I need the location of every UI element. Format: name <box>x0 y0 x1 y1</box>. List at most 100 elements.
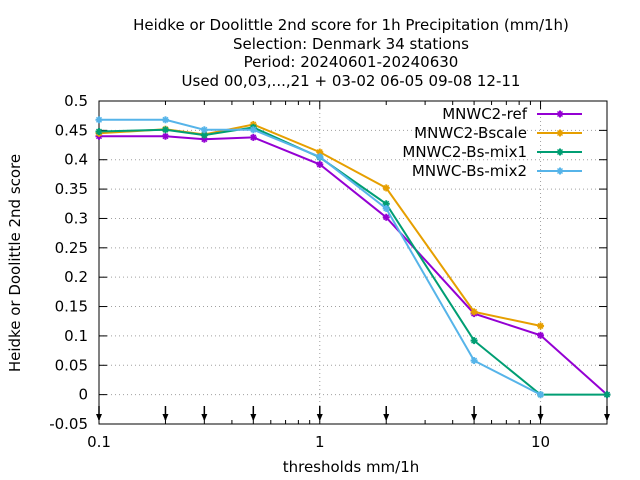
point-mark-d2 <box>95 128 103 135</box>
point-mark-d2 <box>471 337 478 344</box>
y-tick-label: 0.5 <box>64 92 88 110</box>
point-mark-d2 <box>383 184 390 191</box>
legend-swatch-marker <box>556 148 564 156</box>
point-mark-d2 <box>250 126 257 133</box>
point-mark-d2 <box>162 126 169 133</box>
y-tick-label: 0.2 <box>64 268 88 286</box>
legend-label: MNWC2-Bs-mix1 <box>402 143 527 161</box>
point-mark-d2 <box>471 357 478 364</box>
threshold-marker-arrowhead <box>250 414 257 421</box>
y-tick-label: 0.45 <box>55 121 88 139</box>
y-tick-label: 0.35 <box>55 180 88 198</box>
data-point <box>537 391 545 399</box>
point-mark-d2 <box>162 116 169 123</box>
legend-label: MNWC2-Bscale <box>414 124 527 142</box>
threshold-marker-arrowhead <box>96 414 102 421</box>
point-mark-d2 <box>250 134 257 141</box>
y-tick-label: 0.05 <box>55 356 88 374</box>
point-mark-d2 <box>383 205 390 212</box>
point-mark-d2 <box>201 132 208 139</box>
data-point <box>95 128 103 136</box>
y-tick-label: 0.25 <box>55 239 88 257</box>
point-mark-d2 <box>603 391 611 398</box>
point-mark-d2 <box>556 167 564 175</box>
data-point <box>249 133 257 141</box>
legend-entry-3: MNWC-Bs-mix2 <box>412 162 582 180</box>
threshold-marker-arrowhead <box>471 414 478 421</box>
chart-title: Heidke or Doolittle 2nd score for 1h Pre… <box>133 16 569 90</box>
title-line-1: Heidke or Doolittle 2nd score for 1h Pre… <box>133 16 569 34</box>
grid <box>99 101 607 424</box>
legend-label: MNWC2-ref <box>442 105 527 123</box>
point-mark-d2 <box>471 308 478 315</box>
title-line-2: Selection: Denmark 34 stations <box>233 35 469 53</box>
threshold-marker-arrowhead <box>316 414 323 421</box>
data-point <box>249 126 257 134</box>
x-tick-label: 1 <box>315 433 325 451</box>
data-point <box>200 131 208 139</box>
point-mark-d2 <box>316 149 323 156</box>
threshold-marker-arrowhead <box>537 414 544 421</box>
point-mark-d2 <box>537 322 544 329</box>
data-point <box>382 213 390 221</box>
data-point <box>382 200 390 208</box>
axes: -0.05 0 0.05 0.1 0.15 0.2 0.25 0.3 0.35 0.4 0.45 0.… <box>49 92 610 451</box>
series <box>95 116 611 399</box>
series-line <box>98 126 607 396</box>
legend: MNWC2-refMNWC2-BscaleMNWC2-Bs-mix1MNWC-B… <box>402 105 582 180</box>
point-mark-d2 <box>201 126 208 133</box>
legend-swatch-marker <box>556 110 564 118</box>
x-tick-label: 0.1 <box>87 433 111 451</box>
legend-entry-2: MNWC2-Bs-mix1 <box>402 143 582 161</box>
point-mark-d2 <box>162 133 169 140</box>
point-mark-d2 <box>95 116 103 123</box>
point-mark-d2 <box>316 153 323 160</box>
data-point <box>316 160 324 168</box>
point-mark-d2 <box>556 148 564 156</box>
data-point <box>161 132 169 140</box>
y-tick-label: 0.15 <box>55 298 88 316</box>
legend-label: MNWC-Bs-mix2 <box>412 162 527 180</box>
threshold-marker-arrowhead <box>383 414 390 421</box>
point-mark-d2 <box>537 332 544 339</box>
x-axis-label: thresholds mm/1h <box>283 458 420 476</box>
point-mark-d2 <box>383 214 390 221</box>
data-point <box>603 391 611 399</box>
legend-swatch-marker <box>556 129 564 137</box>
data-point <box>382 204 390 212</box>
data-point <box>470 337 478 345</box>
series-2 <box>95 123 611 399</box>
data-point <box>200 126 208 134</box>
series-line <box>99 135 608 396</box>
legend-entry-0: MNWC2-ref <box>442 105 582 123</box>
title-line-3: Period: 20240601-20240630 <box>244 53 459 71</box>
legend-entry-1: MNWC2-Bscale <box>414 124 582 142</box>
point-mark-d2 <box>556 110 564 118</box>
series-0 <box>95 132 611 399</box>
x-tick-label: 10 <box>531 433 550 451</box>
point-mark-d2 <box>383 200 390 207</box>
y-tick-label: 0.3 <box>64 209 88 227</box>
data-point <box>470 357 478 365</box>
threshold-marker-arrowhead <box>604 414 610 421</box>
y-tick-label: 0.4 <box>64 151 88 169</box>
data-point <box>537 331 545 339</box>
title-line-4: Used 00,03,...,21 + 03-02 06-05 09-08 12… <box>182 72 521 90</box>
series-line <box>99 118 541 396</box>
data-point <box>470 308 478 316</box>
threshold-marker-arrowhead <box>162 414 169 421</box>
data-point <box>382 184 390 192</box>
legend-swatch-marker <box>556 167 564 175</box>
series-3 <box>95 116 545 399</box>
data-point <box>161 126 169 134</box>
data-point <box>161 116 169 124</box>
data-point <box>316 153 324 161</box>
y-axis-label: Heidke or Doolittle 2nd score <box>6 154 24 372</box>
point-mark-d2 <box>316 161 323 168</box>
y-tick-label: -0.05 <box>49 415 88 433</box>
point-mark-d2 <box>537 391 544 398</box>
threshold-marker-arrowhead <box>201 414 208 421</box>
point-mark-d2 <box>556 129 564 137</box>
y-tick-label: 0.1 <box>64 327 88 345</box>
